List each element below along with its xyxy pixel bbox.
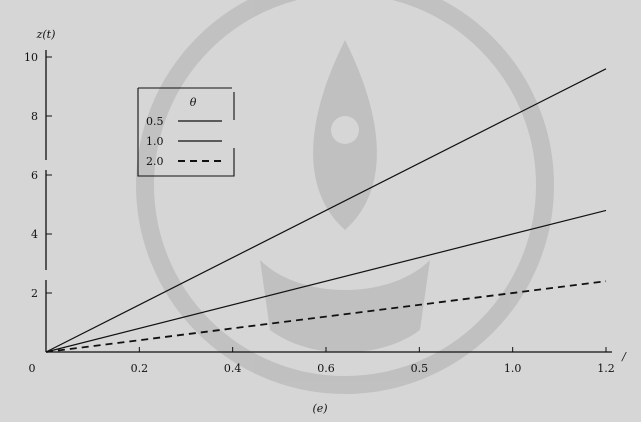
axes: 0 0.2 0.4 0.6 0.5 1.0 1.2 / 2 4 6 8 10 z(t) (e) [24,28,627,415]
y-tick-label: 2 [31,287,38,300]
x-tick-label: 0.2 [131,362,149,375]
series-line-1-0 [45,209,607,353]
legend-title: θ [190,96,197,109]
series-line-0-5 [45,68,607,353]
x-tick-label: 0.5 [411,362,429,375]
legend-label: 0.5 [146,115,164,128]
legend: θ 0.5 1.0 2.0 [137,87,235,177]
x-tick-label: 0 [29,362,36,375]
legend-label: 2.0 [146,155,164,168]
y-tick-label: 10 [24,51,38,64]
y-tick-label: 6 [31,169,38,182]
watermark-seal [136,0,554,394]
x-tick-label: 1.2 [597,362,615,375]
legend-frame [137,88,235,177]
x-tick-label: 0.4 [224,362,242,375]
x-tick-label: 1.0 [504,362,522,375]
series-layer [45,68,607,353]
legend-label: 1.0 [146,135,164,148]
series-line-2-0 [45,280,607,353]
x-axis-end-label: / [621,350,627,363]
y-tick-label: 4 [31,228,38,241]
x-tick-label: 0.6 [317,362,335,375]
y-tick-label: 8 [31,110,38,123]
y-axis-label: z(t) [36,28,56,41]
x-axis-label: (e) [312,402,327,415]
